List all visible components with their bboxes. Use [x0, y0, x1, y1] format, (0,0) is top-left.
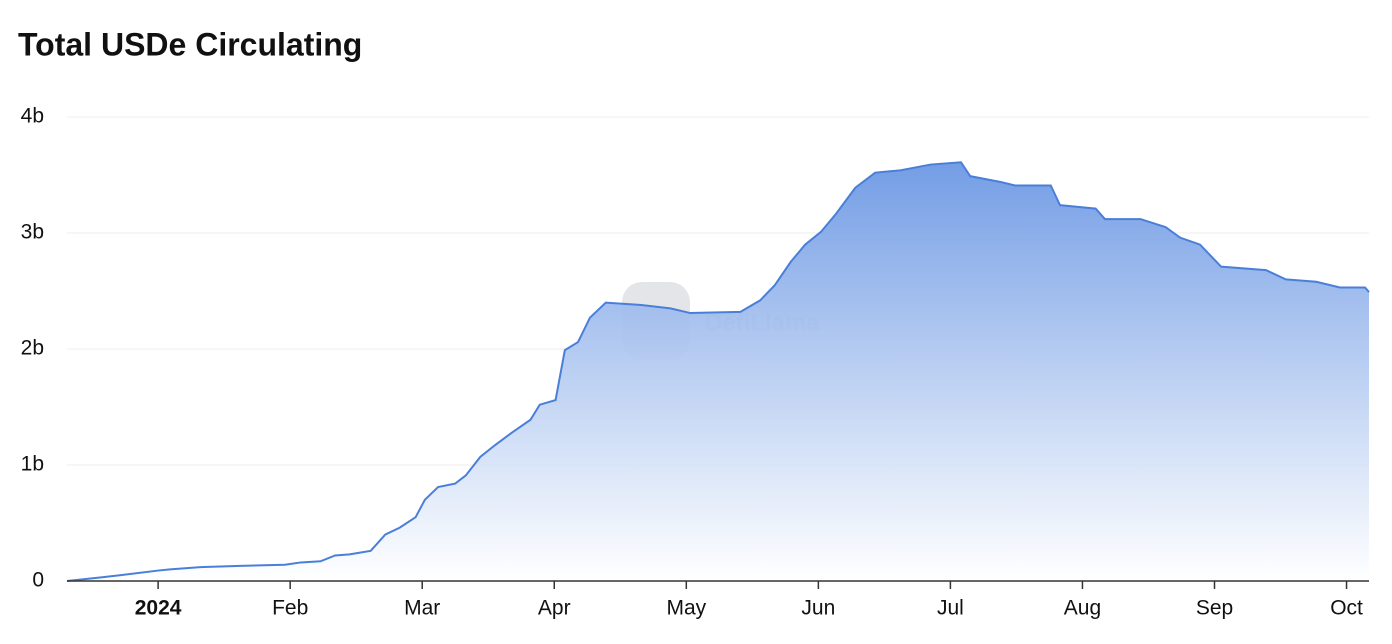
x-tick-label: Apr [538, 597, 571, 620]
x-tick-label: Sep [1196, 597, 1233, 620]
x-tick-label: Feb [272, 597, 308, 620]
x-tick-label: 2024 [135, 597, 182, 620]
area-fill [67, 162, 1369, 582]
area-line [66, 161, 1370, 582]
chart-title: Total USDe Circulating [18, 26, 362, 62]
y-tick-label: 3b [21, 221, 44, 244]
y-tick-label: 0 [32, 569, 44, 592]
x-tick-label: Oct [1330, 597, 1363, 620]
x-tick-label: May [666, 597, 706, 620]
y-tick-label: 2b [21, 337, 44, 360]
y-tick-label: 4b [21, 105, 44, 128]
x-tick-label: Jul [937, 597, 964, 620]
x-tick-label: Mar [404, 597, 440, 620]
y-tick-label: 1b [21, 453, 44, 476]
x-tick-label: Jun [801, 597, 835, 620]
x-tick-label: Aug [1064, 597, 1101, 620]
